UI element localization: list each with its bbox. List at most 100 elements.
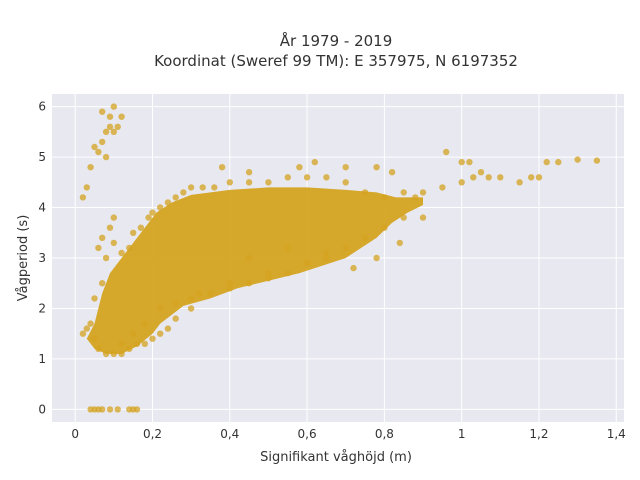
data-point: [265, 269, 272, 277]
data-points: [79, 103, 601, 413]
data-point: [245, 169, 253, 176]
data-point: [99, 138, 106, 146]
data-point: [199, 184, 206, 191]
data-point: [83, 184, 91, 191]
data-point: [388, 169, 396, 176]
data-point: [187, 305, 195, 312]
data-point: [245, 179, 253, 186]
x-tick-label: 1,2: [529, 427, 548, 441]
data-point: [102, 350, 110, 358]
y-tick-labels: 0 1 2 3 4 5 6: [38, 100, 46, 417]
data-point: [102, 254, 110, 262]
data-point: [106, 113, 114, 120]
data-point: [207, 290, 214, 297]
data-point: [87, 164, 94, 171]
data-point: [381, 194, 388, 201]
data-point: [95, 345, 102, 352]
data-point: [106, 224, 114, 231]
x-tick-label: 0,2: [143, 427, 162, 441]
data-point: [79, 194, 87, 201]
data-point: [342, 179, 349, 186]
y-tick-label: 6: [38, 100, 46, 114]
data-point: [470, 174, 477, 181]
data-point: [110, 239, 118, 247]
data-point: [342, 244, 349, 252]
data-point: [485, 174, 492, 181]
data-point: [106, 123, 114, 130]
data-point: [516, 179, 523, 186]
y-tick-label: 0: [38, 402, 46, 416]
data-point: [303, 259, 311, 267]
y-tick-label: 2: [38, 301, 46, 315]
x-tick-label: 1,4: [607, 427, 626, 441]
data-point: [195, 290, 203, 297]
data-point: [543, 158, 550, 166]
data-point: [218, 164, 226, 171]
chart-subtitle: Koordinat (Sweref 99 TM): E 357975, N 61…: [154, 52, 518, 70]
x-tick-label: 0,8: [375, 427, 394, 441]
data-point: [110, 128, 118, 135]
data-point: [311, 158, 318, 166]
data-point: [226, 280, 233, 287]
data-point: [466, 158, 473, 166]
data-point: [106, 406, 114, 413]
y-tick-label: 3: [38, 251, 46, 265]
data-point: [110, 214, 118, 221]
density-cloud: [86, 187, 424, 354]
data-point: [164, 325, 172, 332]
data-point: [245, 280, 253, 287]
data-point: [373, 164, 380, 171]
data-point: [350, 264, 357, 272]
data-point: [342, 164, 349, 171]
data-point: [361, 234, 369, 241]
data-point: [91, 335, 98, 342]
data-point: [211, 184, 218, 191]
data-point: [458, 158, 465, 166]
data-point: [118, 350, 125, 358]
data-point: [265, 179, 272, 186]
data-point: [157, 204, 164, 211]
data-point: [99, 108, 106, 115]
data-point: [79, 330, 87, 337]
data-point: [187, 184, 195, 191]
data-point: [323, 249, 330, 257]
y-tick-label: 5: [38, 150, 46, 164]
data-point: [95, 148, 102, 156]
data-point: [400, 214, 407, 221]
data-point: [145, 214, 152, 221]
data-point: [126, 345, 133, 352]
data-point: [149, 335, 156, 342]
data-point: [118, 340, 125, 347]
data-point: [303, 174, 311, 181]
x-tick-labels: 0 0,2 0,4 0,6 0,8 1 1,2 1,4: [71, 427, 625, 441]
data-point: [265, 275, 272, 282]
data-point: [114, 123, 121, 130]
data-point: [118, 249, 125, 257]
chart-title: År 1979 - 2019: [280, 31, 393, 50]
data-point: [102, 153, 110, 161]
data-point: [419, 214, 427, 221]
data-point: [91, 143, 98, 151]
data-point: [164, 199, 172, 206]
data-point: [381, 224, 388, 231]
x-tick-label: 0,4: [220, 427, 239, 441]
data-point: [172, 194, 179, 201]
data-point: [284, 244, 291, 252]
data-point: [133, 340, 141, 347]
data-point: [91, 295, 98, 302]
dense-point-cloud: [86, 187, 424, 354]
data-point: [157, 305, 164, 312]
data-point: [419, 189, 427, 196]
data-point: [535, 174, 543, 181]
y-tick-label: 4: [38, 201, 46, 215]
data-point: [172, 315, 179, 322]
data-point: [110, 103, 118, 110]
data-point: [187, 295, 195, 302]
grid-lines: [52, 94, 624, 422]
data-point: [477, 169, 485, 176]
data-point: [99, 234, 106, 241]
data-point: [443, 148, 450, 156]
data-point: [118, 113, 125, 120]
data-point: [226, 285, 233, 292]
